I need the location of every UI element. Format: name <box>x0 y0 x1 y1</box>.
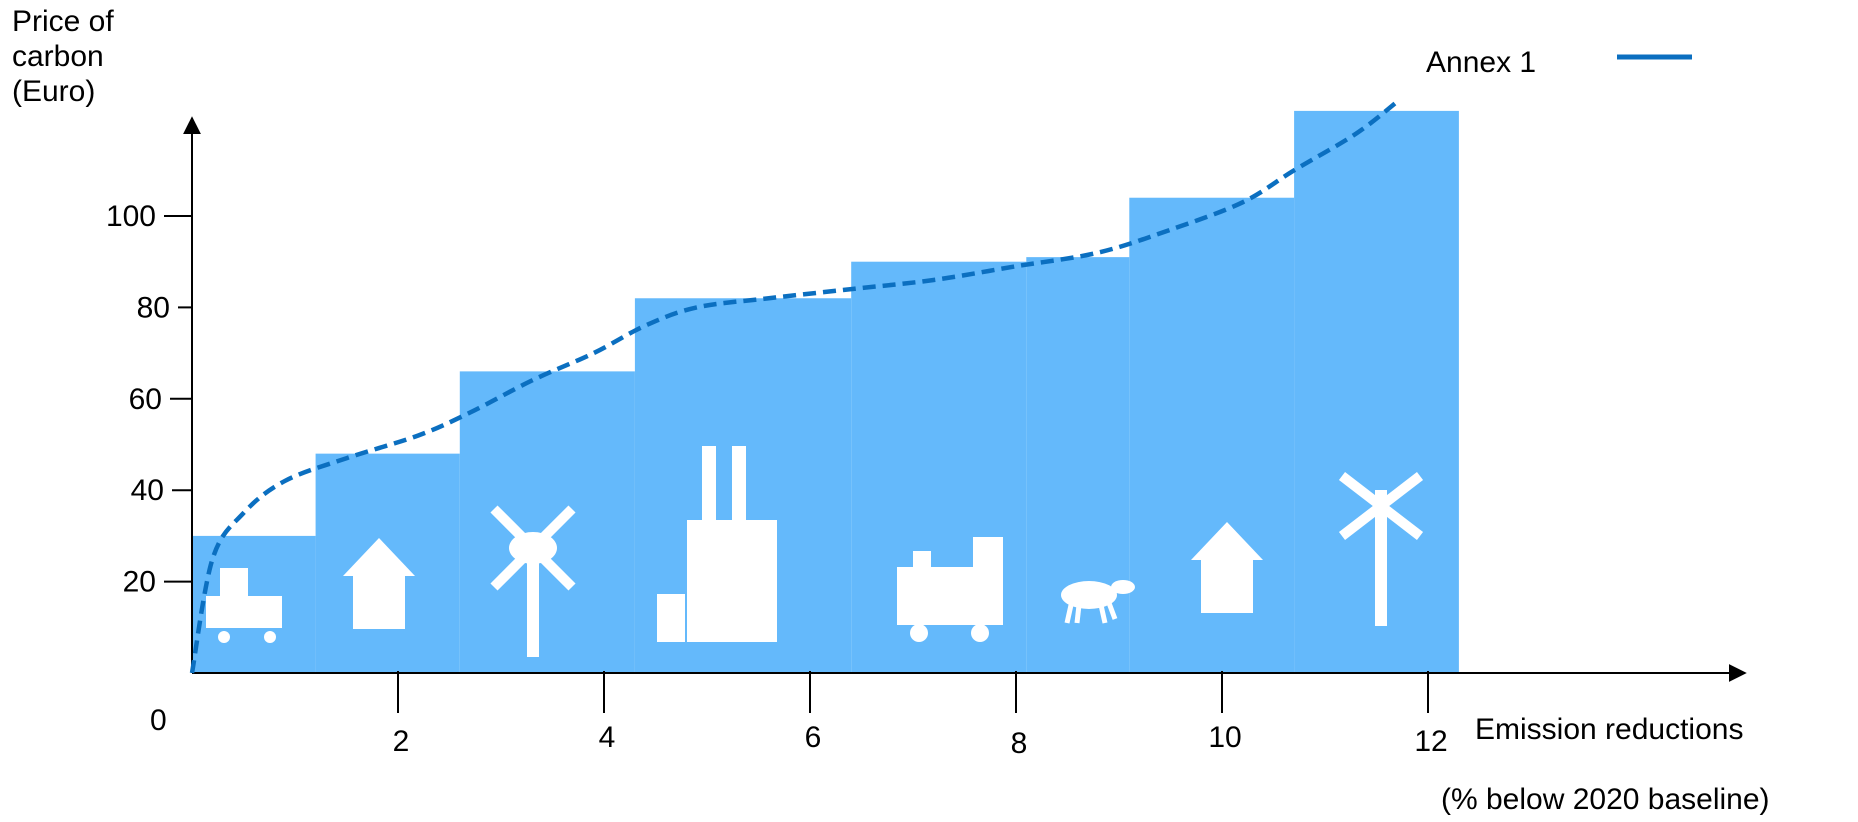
step-bar <box>459 371 635 673</box>
legend-label: Annex 1 <box>1426 46 1536 79</box>
x-tick-label: 4 <box>599 721 616 754</box>
y-axis-title: Price of carbon (Euro) <box>12 4 114 109</box>
house-icon <box>343 538 415 629</box>
series-layer <box>189 99 1399 674</box>
ticks-layer: 20 40 60 80 100 2 4 6 8 10 12 <box>106 200 1448 760</box>
x-tick-label: 12 <box>1414 725 1447 758</box>
x-tick-label: 8 <box>1011 727 1028 760</box>
x-axis-subtitle: (% below 2020 baseline) <box>1441 783 1770 816</box>
x-axis-title: Emission reductions <box>1475 713 1744 746</box>
y-tick-label: 80 <box>137 291 170 324</box>
axes-layer <box>183 116 1747 682</box>
x-tick-label: 6 <box>805 721 822 754</box>
y-axis-title-line-2: carbon <box>12 40 104 73</box>
y-axis-title-line-1: Price of <box>12 5 114 38</box>
legend: Annex 1 <box>1426 46 1692 79</box>
origin-label: 0 <box>150 704 167 737</box>
icons-layer <box>206 446 1424 657</box>
wind-turbine-icon <box>490 505 576 657</box>
x-tick-label: 2 <box>393 725 410 758</box>
y-tick-label: 100 <box>106 200 156 233</box>
y-tick-label: 60 <box>129 383 162 416</box>
locomotive-icon <box>897 537 1003 642</box>
y-tick-label: 20 <box>123 566 156 599</box>
house-icon <box>1191 522 1263 613</box>
wind-turbine-icon <box>1338 472 1424 626</box>
y-tick-label: 40 <box>131 474 164 507</box>
x-tick-label: 10 <box>1208 721 1241 754</box>
factory-icon <box>657 446 777 642</box>
y-axis-title-line-3: (Euro) <box>12 75 96 108</box>
series-line <box>189 99 1399 674</box>
sheep-icon <box>1061 580 1135 624</box>
truck-icon <box>206 568 282 643</box>
